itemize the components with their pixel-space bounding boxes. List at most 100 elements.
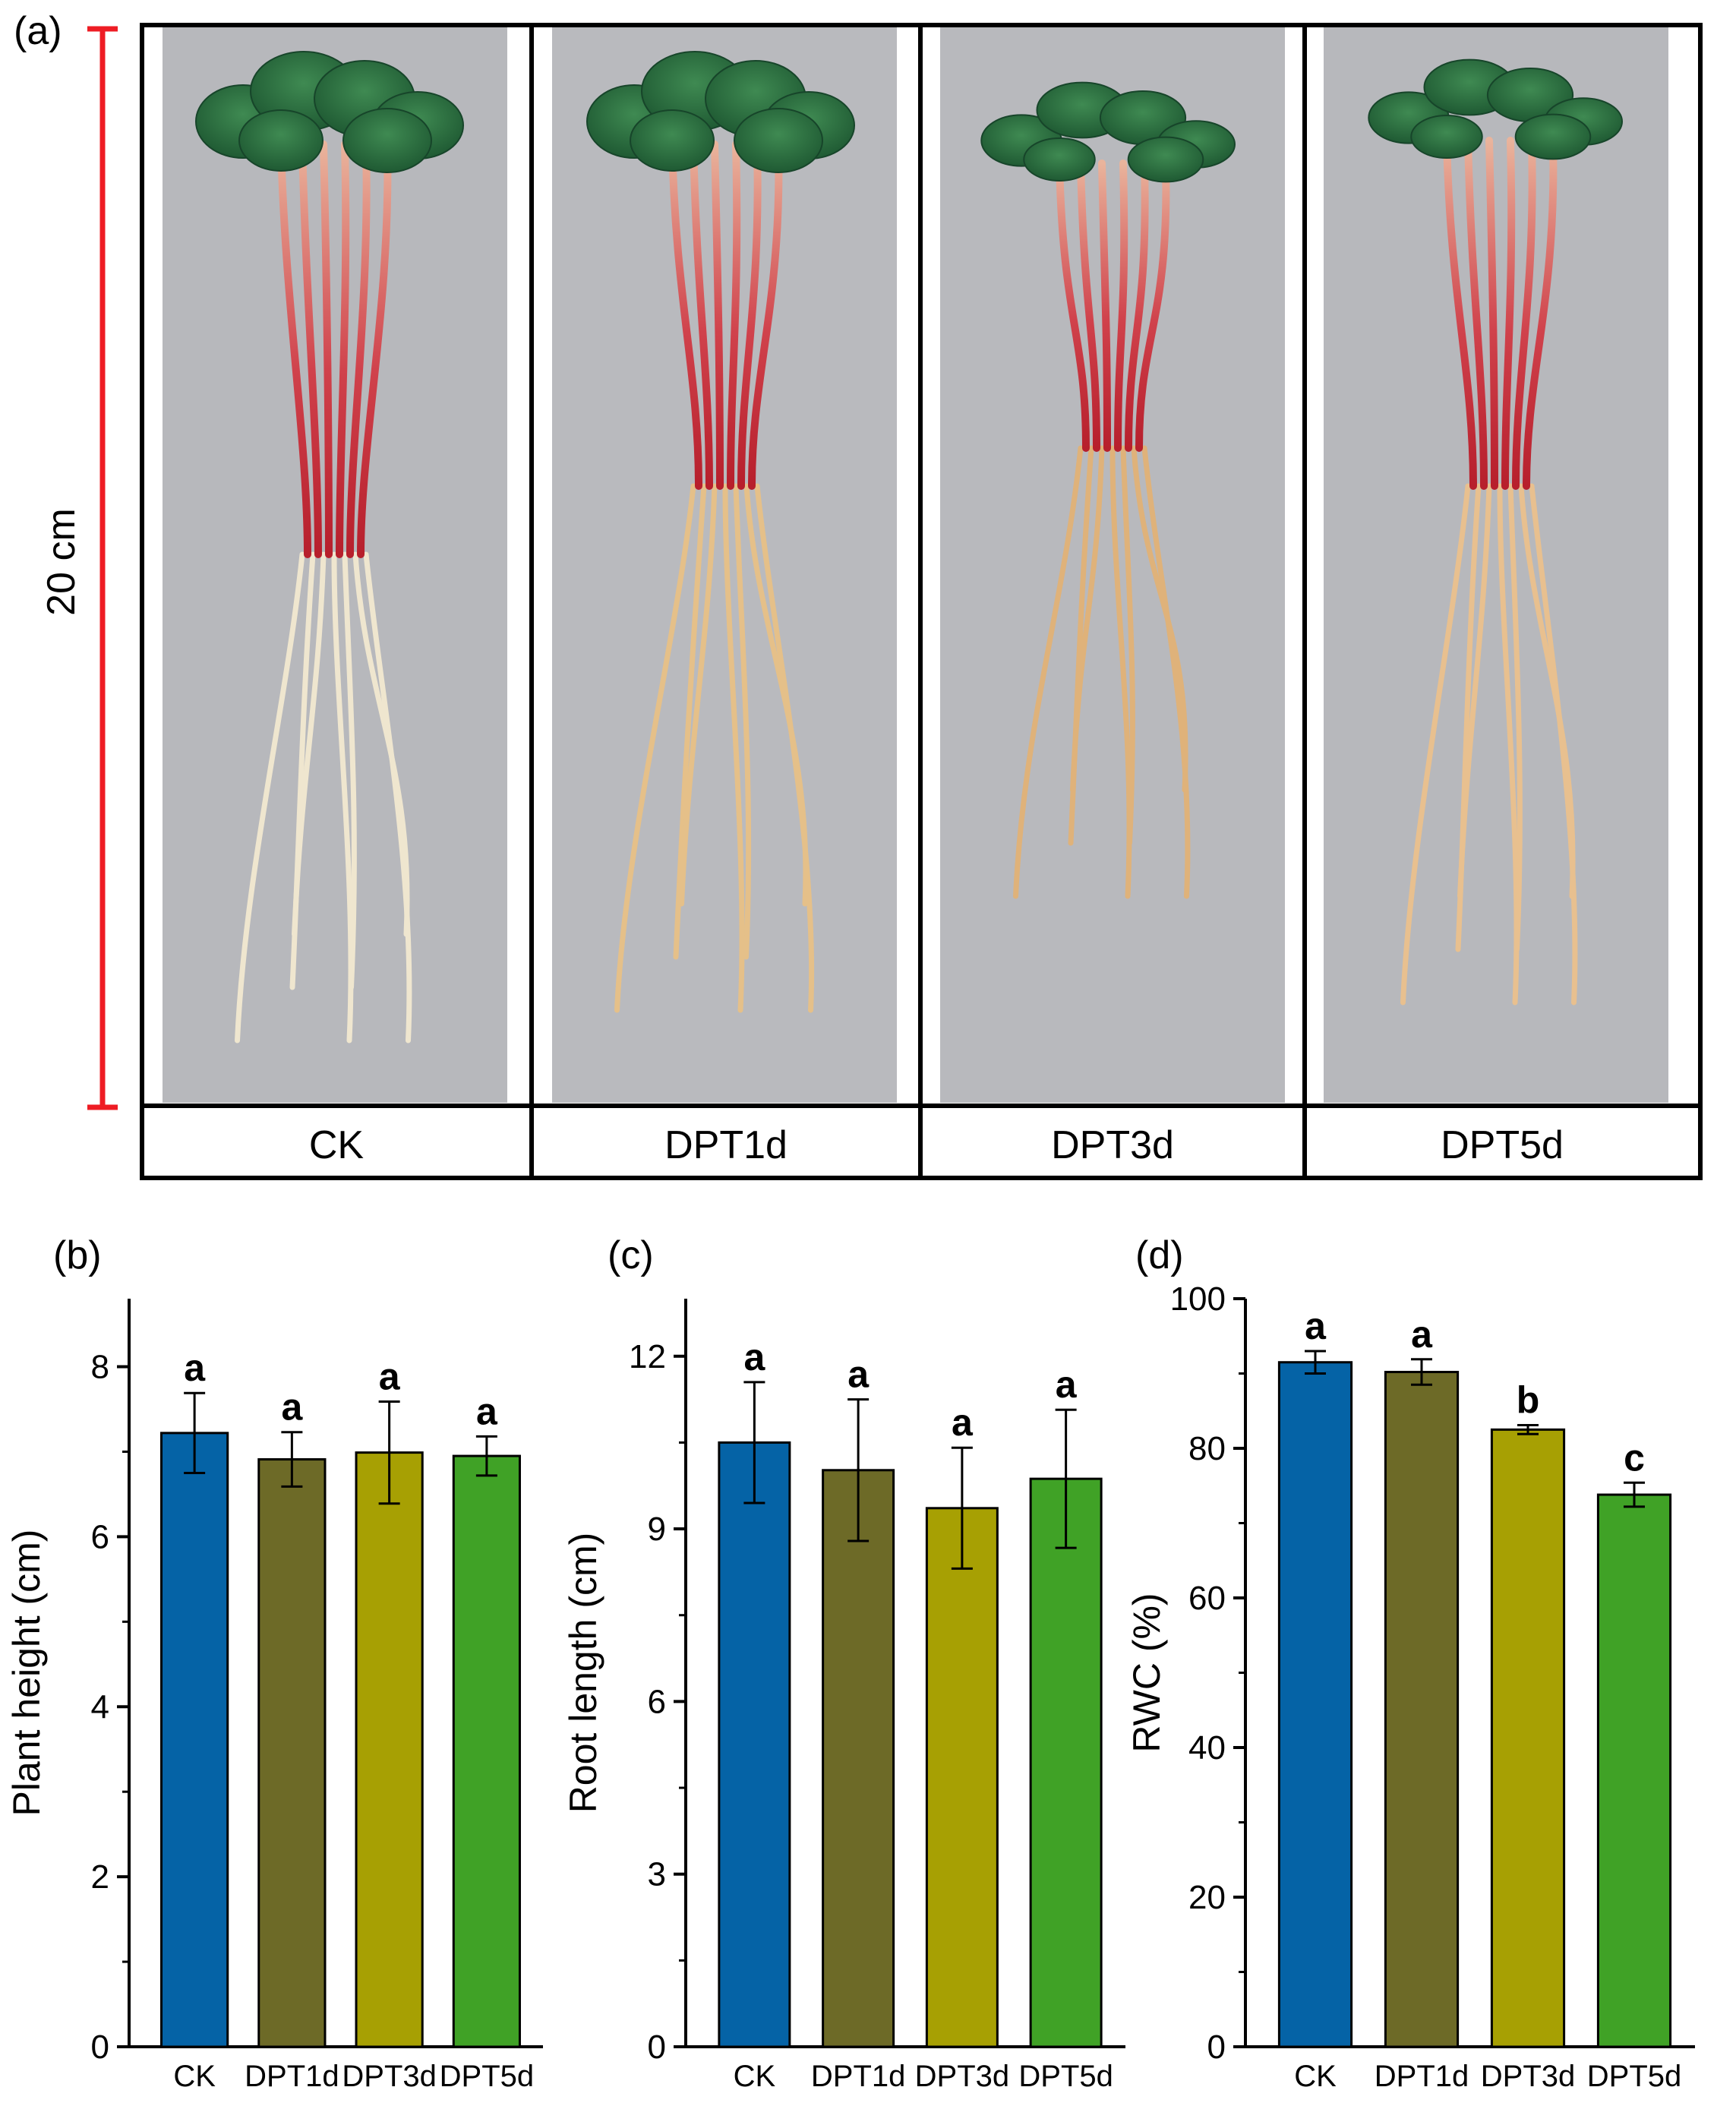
seedling-root — [1013, 445, 1084, 899]
x-tick-label-dpt1d: DPT1d — [245, 2060, 339, 2093]
seedling-root — [722, 483, 745, 1013]
seedling-stem — [1056, 159, 1090, 452]
y-tick-label: 6 — [91, 1518, 109, 1555]
seedling-root — [363, 551, 412, 1044]
treatment-label-dpt5d: DPT5d — [1441, 1123, 1564, 1167]
x-tick-label-dpt1d: DPT1d — [811, 2060, 906, 2093]
significance-label-dpt5d: c — [1624, 1436, 1645, 1479]
y-tick-label: 0 — [648, 2029, 666, 2066]
panel-label-d: (d) — [1135, 1233, 1184, 1277]
y-tick-label: 40 — [1188, 1729, 1226, 1767]
y-axis-title-b: Plant height (cm) — [5, 1530, 48, 1817]
seedling-group-ck — [195, 51, 464, 1044]
x-tick-label-dpt1d: DPT1d — [1375, 2060, 1469, 2093]
significance-label-dpt5d: a — [1056, 1363, 1078, 1406]
chart-root-length: (c) 0 3 6 9 12 Root length (cm) a CK a DPT1d a DPT3d… — [562, 1233, 1125, 2093]
treatment-label-dpt3d: DPT3d — [1051, 1123, 1174, 1167]
panel-a: (a) 20 cm CK DPT1d DPT3d DPT5d — [14, 9, 1703, 1180]
y-tick-label: 12 — [629, 1338, 666, 1375]
bar-dpt5d — [1029, 1477, 1103, 2048]
seedling-leaf — [1023, 137, 1096, 182]
seedling-root — [1529, 483, 1578, 1006]
significance-label-dpt3d: a — [379, 1355, 401, 1397]
y-tick-label: 80 — [1188, 1430, 1226, 1467]
seedling-leaf — [1127, 136, 1204, 183]
seedling-stem — [320, 141, 333, 558]
significance-label-dpt5d: a — [476, 1390, 498, 1432]
panel-label-b: (b) — [53, 1233, 102, 1277]
seedling-group-dpt3d — [980, 81, 1236, 899]
bar-ck — [1277, 1361, 1353, 2048]
scale-bar-label: 20 cm — [39, 508, 84, 616]
x-tick-label-dpt5d: DPT5d — [1587, 2060, 1682, 2093]
seedling-stem — [690, 141, 713, 490]
x-tick-label-dpt5d: DPT5d — [1018, 2060, 1113, 2093]
y-tick-label: 60 — [1188, 1580, 1226, 1617]
x-tick-label-dpt3d: DPT3d — [1481, 2060, 1576, 2093]
seedling-leaf — [734, 108, 823, 173]
seedling-root — [1070, 445, 1105, 793]
seedling-stem — [357, 141, 392, 558]
significance-label-ck: a — [184, 1347, 206, 1389]
seedling-stem — [1501, 137, 1516, 490]
y-tick-label: 0 — [1207, 2029, 1226, 2066]
seedling-root — [754, 483, 815, 1013]
seedling-stem — [1485, 137, 1498, 490]
seedling-stem — [727, 141, 741, 490]
seedling-stem — [1114, 159, 1128, 452]
x-tick-label-ck: CK — [1294, 2060, 1337, 2093]
bar-ck — [160, 1432, 229, 2048]
seedling-stem — [1512, 137, 1536, 490]
y-tick-label: 9 — [648, 1511, 666, 1548]
bar-dpt1d — [257, 1458, 327, 2048]
y-axis-title-c: Root length (cm) — [562, 1533, 604, 1814]
seedling-root — [292, 551, 327, 937]
seedling-stem — [711, 141, 724, 490]
significance-label-dpt1d: a — [847, 1353, 870, 1396]
panel-label-c: (c) — [608, 1233, 654, 1277]
significance-label-dpt1d: a — [1411, 1313, 1433, 1356]
y-tick-label: 4 — [91, 1688, 109, 1726]
seedling-stem — [1098, 159, 1111, 452]
chart-rwc: (d) 0 20 40 60 80 100 RWC (%) a CK a DPT1d b DPT3d c DP… — [1125, 1233, 1695, 2093]
scale-bar: 20 cm — [39, 26, 118, 1110]
x-tick-label-ck: CK — [734, 2060, 776, 2093]
significance-label-dpt3d: b — [1517, 1378, 1540, 1421]
significance-label-dpt1d: a — [281, 1386, 303, 1429]
y-tick-label: 20 — [1188, 1879, 1226, 1916]
seedling-stem — [1443, 137, 1477, 490]
bar-dpt5d — [452, 1454, 521, 2048]
panel-a-label: (a) — [14, 9, 62, 53]
x-tick-label-dpt3d: DPT3d — [915, 2060, 1010, 2093]
seedling-leaf — [1410, 115, 1483, 159]
seedling-leaf — [630, 109, 715, 172]
y-tick-label: 8 — [91, 1349, 109, 1386]
seedling-stem — [298, 141, 322, 558]
bar-dpt3d — [925, 1507, 999, 2048]
seedling-root — [1400, 483, 1471, 1006]
treatment-label-ck: CK — [309, 1123, 365, 1167]
seedling-root — [342, 551, 357, 990]
seedling-group-dpt5d — [1368, 58, 1623, 1006]
seedling-leaf — [342, 108, 432, 173]
seedling-root — [1120, 445, 1135, 846]
y-tick-label: 6 — [648, 1683, 666, 1720]
seedling-stem — [336, 141, 350, 558]
seedling-root — [673, 483, 707, 960]
seedling-stem — [1135, 159, 1170, 452]
seedling-root — [235, 551, 305, 1044]
seedling-root — [1457, 483, 1492, 899]
bar-dpt3d — [1490, 1428, 1566, 2048]
bar-dpt1d — [822, 1469, 895, 2048]
seedling-root — [679, 483, 718, 907]
seedling-stem — [1125, 159, 1149, 452]
seedling-stem — [748, 141, 783, 490]
bar-dpt3d — [355, 1451, 424, 2048]
seedling-stem — [1464, 137, 1488, 490]
seedling-stem — [668, 141, 702, 490]
seedling-root — [1507, 483, 1523, 952]
bar-dpt1d — [1384, 1371, 1460, 2048]
seedling-root — [1141, 445, 1191, 899]
y-tick-label: 0 — [91, 2029, 109, 2066]
x-tick-label-ck: CK — [173, 2060, 216, 2093]
